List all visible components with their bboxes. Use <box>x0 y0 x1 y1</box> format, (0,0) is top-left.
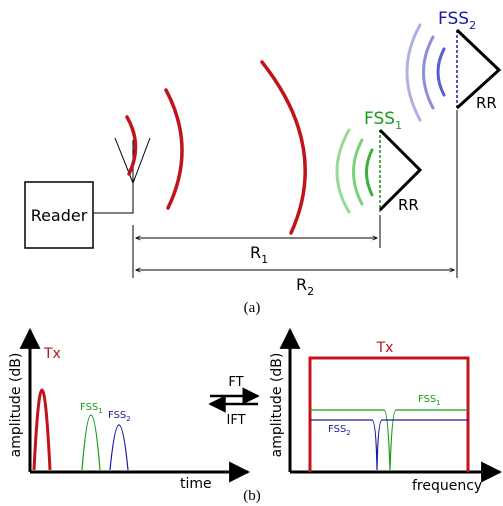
fss1-spectrum <box>310 409 468 471</box>
tx-label: Tx <box>376 340 394 356</box>
fss1-label: FSS1 <box>364 109 402 132</box>
fss2-sub: 2 <box>346 429 350 437</box>
fss2-label: FSS2 <box>438 9 476 32</box>
fss1-text: FSS <box>364 109 395 129</box>
fss1-sub: 1 <box>395 119 402 132</box>
r2-text: R <box>296 275 307 294</box>
fss2-spectrum-label: FSS2 <box>328 424 351 437</box>
fss2-sub: 2 <box>469 19 476 32</box>
r1-label: R1 <box>250 243 268 266</box>
fss2-pulse <box>109 424 129 471</box>
fss1-pulse <box>81 414 101 471</box>
fss1-pulse-label: FSS1 <box>80 402 103 415</box>
r2-sub: 2 <box>307 285 314 298</box>
r1-text: R <box>250 243 261 262</box>
caption-b: (b) <box>243 488 261 504</box>
caption-a: (a) <box>244 300 261 316</box>
r1-sub: 1 <box>261 253 268 266</box>
y-axis-label: amplitude (dB) <box>269 353 285 458</box>
reader-box <box>24 181 94 249</box>
waves-fss1 <box>335 128 374 214</box>
tx-label: Tx <box>43 346 61 362</box>
x-axis-label: frequency <box>412 478 482 494</box>
rr2-label: RR <box>476 94 497 112</box>
fss2-pulse-label: FSS2 <box>108 410 131 423</box>
x-axis-label: time <box>180 476 212 492</box>
ift-label: IFT <box>226 413 245 428</box>
distance-markers <box>132 110 458 278</box>
fss1-sub: 1 <box>436 399 440 407</box>
fss1-text: FSS <box>418 394 436 405</box>
tx-spectrum <box>308 356 470 472</box>
fss2-text: FSS <box>108 410 126 421</box>
rr2 <box>455 28 502 110</box>
fss1-sub: 1 <box>98 407 102 415</box>
fss1-spectrum-label: FSS1 <box>418 394 441 407</box>
r2-label: R2 <box>296 275 314 298</box>
tx-pulse <box>32 388 52 471</box>
fss2-spectrum <box>310 419 468 471</box>
fss2-sub: 2 <box>126 415 130 423</box>
ft-label: FT <box>228 375 243 390</box>
waves-tx <box>125 60 307 235</box>
fss1-text: FSS <box>80 402 98 413</box>
antenna <box>114 137 151 185</box>
waves-fss2 <box>405 23 446 122</box>
fss2-text: FSS <box>438 9 469 29</box>
antenna <box>93 140 134 214</box>
rr1-label: RR <box>398 196 419 214</box>
reader-label: Reader <box>31 206 88 225</box>
y-axis-label: amplitude (dB) <box>8 353 24 458</box>
fss2-text: FSS <box>328 424 346 435</box>
rr1 <box>378 128 423 212</box>
